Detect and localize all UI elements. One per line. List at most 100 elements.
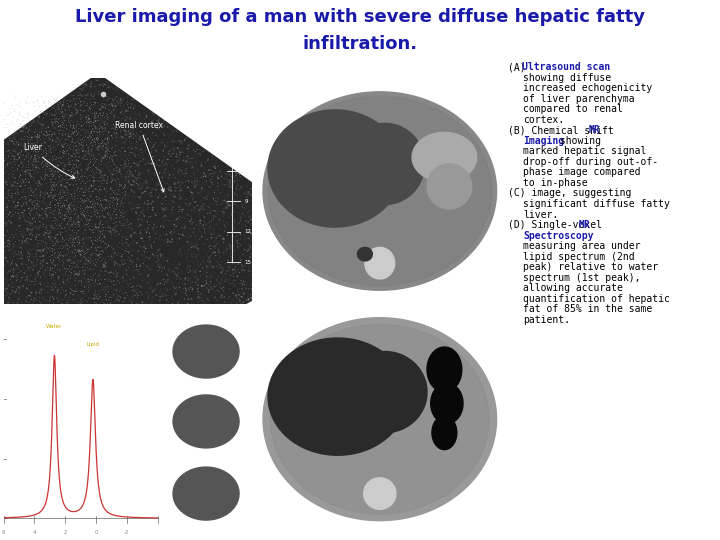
Point <box>89 109 100 118</box>
Point <box>142 225 153 234</box>
Point <box>55 171 66 180</box>
Point <box>153 172 165 180</box>
Point <box>155 146 166 154</box>
Point <box>68 228 80 237</box>
Point <box>142 135 153 144</box>
Point <box>231 272 243 281</box>
Point <box>42 172 53 180</box>
Point <box>179 168 190 177</box>
Point <box>153 132 164 140</box>
Text: compared to renal: compared to renal <box>523 104 624 114</box>
Point <box>167 145 179 153</box>
Point <box>13 140 24 149</box>
Point <box>67 122 78 130</box>
Point <box>22 98 33 106</box>
Point <box>94 247 105 255</box>
Point <box>25 207 37 215</box>
Point <box>19 128 31 137</box>
Point <box>243 259 254 268</box>
Point <box>89 289 101 298</box>
Point <box>25 247 37 255</box>
Point <box>206 261 217 270</box>
Polygon shape <box>427 164 472 209</box>
Point <box>239 272 251 280</box>
Point <box>40 274 52 283</box>
Point <box>127 121 138 130</box>
Point <box>197 296 208 305</box>
Point <box>163 182 175 191</box>
Point <box>127 292 138 301</box>
Point <box>60 110 72 118</box>
Point <box>102 176 114 184</box>
Point <box>81 201 93 210</box>
Point <box>125 218 136 227</box>
Point <box>48 168 60 177</box>
Point <box>96 154 108 163</box>
Point <box>76 122 87 130</box>
Point <box>153 117 164 125</box>
Point <box>166 230 177 238</box>
Point <box>108 208 120 217</box>
Point <box>51 189 63 198</box>
Point <box>64 180 76 188</box>
Point <box>6 272 18 281</box>
Point <box>45 197 56 206</box>
Point <box>1 293 13 301</box>
Point <box>86 222 98 231</box>
Point <box>47 240 58 249</box>
Point <box>209 188 220 197</box>
Point <box>225 279 236 288</box>
Point <box>121 135 132 144</box>
Point <box>32 268 44 277</box>
Point <box>190 205 202 214</box>
Point <box>109 176 120 185</box>
Point <box>59 179 71 188</box>
Point <box>238 266 250 275</box>
Point <box>234 279 246 288</box>
Point <box>175 248 186 257</box>
Point <box>74 253 86 261</box>
Point <box>168 146 180 154</box>
Point <box>195 173 207 182</box>
Point <box>66 191 77 200</box>
Point <box>154 262 166 271</box>
Point <box>133 112 145 120</box>
Point <box>112 269 123 278</box>
Point <box>80 260 91 268</box>
Point <box>17 282 29 291</box>
Point <box>196 161 207 170</box>
Point <box>181 184 193 193</box>
Point <box>22 227 33 236</box>
Point <box>123 247 135 256</box>
Point <box>38 97 50 105</box>
Point <box>160 291 171 300</box>
Point <box>242 294 253 303</box>
Point <box>174 191 185 200</box>
Point <box>61 187 73 196</box>
Point <box>207 213 218 222</box>
Point <box>107 192 119 201</box>
Point <box>54 242 66 251</box>
Point <box>40 224 52 232</box>
Point <box>98 122 109 131</box>
Point <box>214 206 225 214</box>
Point <box>10 147 22 156</box>
Point <box>204 274 215 282</box>
Point <box>120 244 132 252</box>
Point <box>120 96 132 104</box>
Point <box>48 275 60 284</box>
Point <box>16 282 27 291</box>
Point <box>107 174 118 183</box>
Point <box>131 262 143 271</box>
Point <box>27 163 39 172</box>
Point <box>110 280 122 289</box>
Point <box>78 172 90 180</box>
Point <box>58 119 69 127</box>
Point <box>231 232 243 240</box>
Point <box>48 168 59 177</box>
Point <box>166 150 178 158</box>
Point <box>53 252 65 261</box>
Point <box>6 180 18 189</box>
Point <box>94 104 106 113</box>
Point <box>91 192 103 201</box>
